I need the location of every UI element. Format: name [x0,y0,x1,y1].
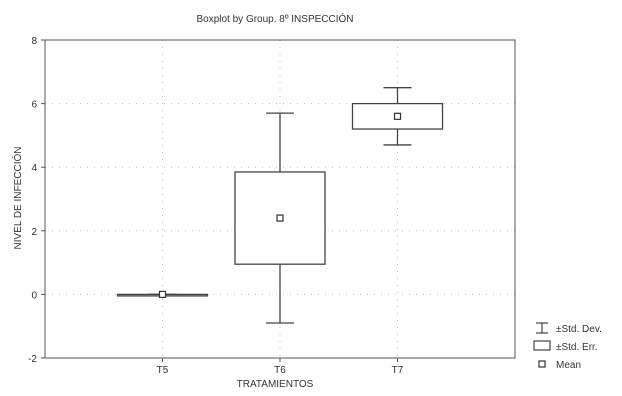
mean-marker [393,112,402,120]
legend: ±Std. Dev. ±Std. Err. Mean [533,322,602,371]
legend-label: ±Std. Err. [556,342,598,353]
legend-label: ±Std. Dev. [556,324,602,335]
legend-std-err-icon [533,340,551,351]
y-tick-label: 2 [31,227,37,238]
y-tick-label: 8 [31,36,37,47]
mean-marker [276,214,284,222]
y-axis-label: NIVEL DE INFECCIÓN [11,147,24,250]
box-group-t7 [351,87,444,146]
legend-label: Mean [556,360,581,371]
x-axis-label: TRATAMIENTOS [237,379,314,390]
mean-marker [158,290,167,298]
y-tick-label: -2 [28,354,37,365]
y-tick-label: 0 [31,290,37,301]
x-tick-label: T7 [392,365,404,376]
box-group-t6 [234,112,326,324]
x-tick-label: T6 [274,365,286,376]
y-tick-label: 4 [31,163,37,174]
box-group-t5 [116,290,209,298]
chart-title: Boxplot by Group. 8º INSPECCIÓN [196,12,353,25]
x-tick-label: T5 [157,365,169,376]
legend-mean-icon [538,360,546,368]
y-tick-label: 6 [31,100,37,111]
